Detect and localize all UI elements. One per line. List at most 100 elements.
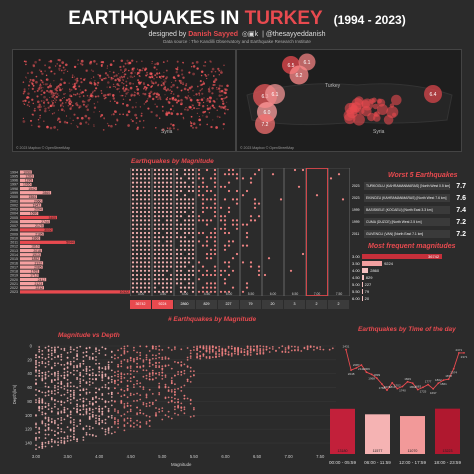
quake-dot — [31, 78, 35, 82]
depth-point — [98, 349, 101, 352]
time-point — [442, 379, 445, 381]
grid-dot — [227, 206, 231, 209]
depth-point — [41, 443, 44, 446]
depth-point — [158, 392, 161, 394]
depth-point — [133, 376, 135, 378]
depth-point — [145, 421, 148, 423]
time-value: 1674 — [384, 385, 391, 389]
quake-dot — [36, 95, 39, 98]
grid-dot — [187, 248, 191, 251]
grid-dot — [139, 173, 143, 176]
magnitude-tick: 3.00 — [32, 454, 41, 459]
grid-dot — [153, 286, 157, 289]
frequent-magnitude-label: 4.00 — [352, 268, 360, 273]
depth-point — [193, 415, 195, 417]
grid-dot — [235, 202, 239, 205]
quake-dot — [97, 95, 100, 98]
grid-dot — [153, 227, 157, 230]
quake-dot — [155, 92, 159, 96]
grid-dot — [143, 177, 147, 180]
year-label: 2008 — [10, 228, 18, 232]
depth-point — [110, 369, 113, 372]
quake-dot — [166, 111, 168, 113]
depth-point — [189, 370, 192, 373]
grid-dot — [315, 194, 319, 197]
quake-dot — [122, 65, 125, 68]
year-bar — [20, 228, 53, 232]
depth-point — [183, 397, 186, 400]
quake-dot — [122, 80, 124, 82]
magnitude-tick: 5.50 — [190, 454, 199, 459]
magnitude-total: 79 — [240, 300, 261, 309]
quake-dot — [191, 108, 193, 111]
quake-dot — [158, 72, 161, 74]
grid-dot — [223, 215, 227, 218]
time-block-value: 13180 — [338, 449, 348, 453]
quake-dot — [45, 78, 49, 81]
quake-dot — [124, 69, 126, 71]
quake-dot — [176, 112, 179, 116]
grid-dot — [161, 248, 165, 251]
depth-point — [57, 417, 59, 420]
quake-dot — [198, 92, 200, 95]
grid-dot — [245, 244, 249, 247]
depth-point — [218, 355, 221, 358]
grid-dot — [227, 244, 231, 247]
depth-point — [54, 375, 56, 377]
depth-point — [91, 411, 94, 413]
quake-dot — [206, 107, 210, 111]
depth-point — [107, 407, 110, 410]
depth-point — [101, 427, 104, 430]
quake-dot — [106, 67, 108, 69]
grid-dot — [197, 219, 201, 222]
quake-dot — [115, 74, 118, 77]
depth-point — [60, 380, 63, 383]
frequent-magnitude-value: 2860 — [370, 268, 380, 273]
depth-point — [41, 353, 44, 356]
year-bar — [20, 174, 34, 178]
depth-point — [139, 365, 142, 368]
quake-dot — [177, 74, 180, 77]
time-block-value: 11577 — [373, 449, 383, 453]
quake-dot — [192, 72, 196, 76]
grid-dot — [153, 219, 157, 222]
depth-point — [54, 430, 56, 433]
quake-dot — [84, 89, 87, 92]
grid-dot — [179, 278, 183, 281]
grid-dot — [179, 210, 183, 214]
year-bar — [20, 261, 44, 265]
depth-point — [63, 374, 66, 377]
quake-dot — [175, 101, 179, 104]
depth-point — [120, 377, 123, 380]
grid-dot — [153, 265, 157, 268]
depth-point — [76, 425, 78, 427]
depth-point — [193, 346, 195, 348]
depth-point — [104, 433, 107, 436]
magnitude-total: 2860 — [174, 300, 195, 309]
grid-dot — [157, 206, 161, 209]
depth-point — [44, 374, 47, 376]
depth-point — [38, 372, 41, 375]
bubble-map[interactable]: 6.5 6.1 6.2 6.3 6.1 6.0 7.2 6.4 Turkey Syria © … — [236, 49, 462, 152]
depth-point — [54, 348, 56, 351]
depth-point — [98, 410, 101, 413]
grid-dot — [219, 219, 223, 222]
magnitude-tick: 3.50 — [160, 292, 167, 296]
depth-point — [126, 367, 129, 369]
depth-point — [35, 432, 37, 435]
quake-dot — [97, 84, 99, 86]
title-main: EARTHQUAKES IN — [68, 8, 240, 29]
quake-dot — [142, 83, 146, 86]
depth-point — [180, 407, 183, 409]
grid-dot — [179, 248, 183, 251]
grid-dot — [153, 236, 157, 239]
depth-point — [107, 382, 110, 384]
density-map[interactable]: Syria © 2023 Mapbox © OpenStreetMap — [12, 49, 236, 152]
depth-point — [104, 430, 107, 433]
magnitude-total: 3 — [284, 300, 305, 309]
quake-dot — [167, 111, 171, 115]
quake-dot — [77, 63, 79, 65]
depth-point — [129, 408, 132, 411]
depth-point — [174, 390, 176, 393]
quake-dot — [64, 63, 68, 67]
